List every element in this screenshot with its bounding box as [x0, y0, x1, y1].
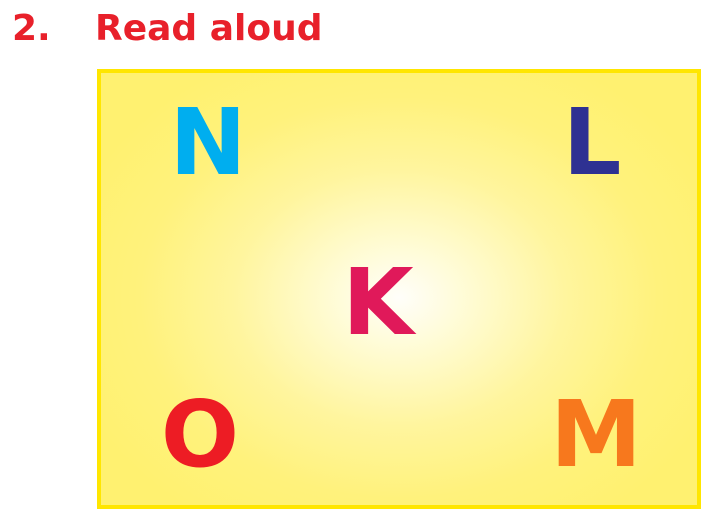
- letter-n: N: [169, 89, 247, 196]
- letter-m: M: [550, 381, 642, 488]
- letter-o: O: [160, 381, 240, 488]
- letter-l: L: [562, 89, 622, 196]
- letter-k: K: [342, 249, 414, 356]
- exercise-heading: 2. Read aloud: [0, 0, 723, 60]
- letter-card: N L K O M: [97, 69, 701, 509]
- exercise-number: 2.: [12, 8, 51, 49]
- exercise-title: Read aloud: [95, 8, 323, 49]
